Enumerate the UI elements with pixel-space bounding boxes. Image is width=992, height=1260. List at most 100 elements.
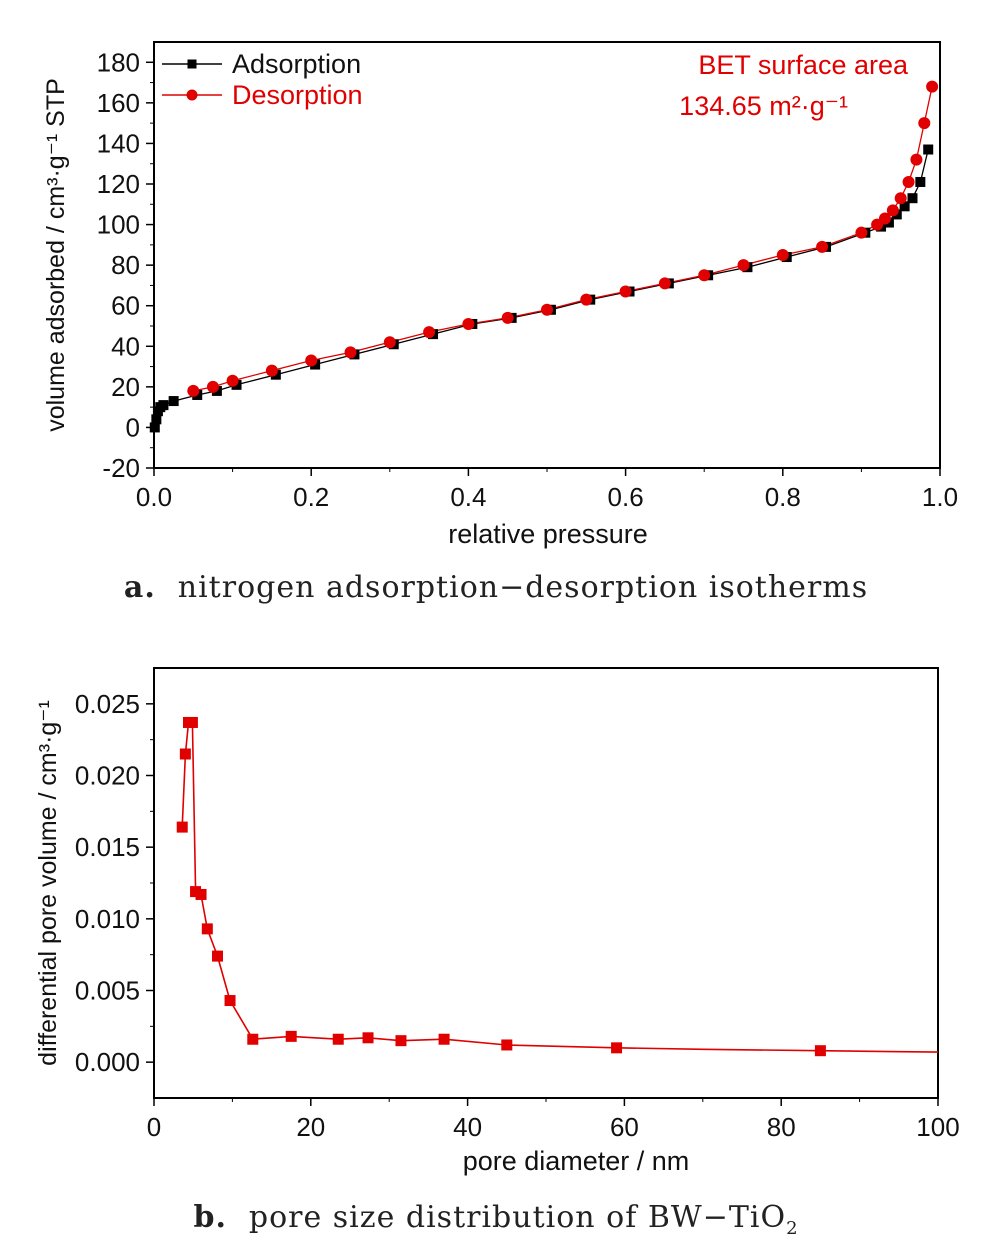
pore-size-x-tick-label: 100 bbox=[916, 1112, 959, 1142]
desorption-point bbox=[619, 285, 632, 298]
adsorption-point bbox=[915, 176, 926, 187]
pore-size-point bbox=[179, 748, 191, 760]
pore-size-x-axis-label: pore diameter / nm bbox=[463, 1146, 690, 1176]
isotherm-x-tick-label: 1.0 bbox=[922, 482, 958, 512]
pore-size-x-tick-label: 60 bbox=[610, 1112, 639, 1142]
desorption-point bbox=[265, 364, 278, 377]
desorption-point bbox=[344, 346, 357, 359]
isotherm-x-tick-label: 0.8 bbox=[765, 482, 801, 512]
pore-size-point bbox=[285, 1030, 297, 1042]
pore-size-point bbox=[332, 1033, 344, 1045]
pore-size-chart: 0 20 40 60 80 100 0.000 0.005 0.010 0.015 0.020 0.0… bbox=[34, 667, 960, 1176]
isotherm-legend: Adsorption Desorption bbox=[162, 49, 363, 110]
isotherm-y-tick-label: 20 bbox=[111, 372, 140, 402]
pore-size-x-tick-label: 0 bbox=[147, 1112, 161, 1142]
pore-size-y-tick-label: 0.020 bbox=[75, 761, 140, 791]
adsorption-point bbox=[907, 193, 918, 204]
pore-size-point bbox=[438, 1033, 450, 1045]
desorption-point bbox=[580, 293, 593, 306]
desorption-point bbox=[878, 212, 891, 225]
pore-size-point bbox=[176, 821, 188, 833]
bet-annotation-value: 134.65 m²·g⁻¹ bbox=[679, 91, 848, 121]
isotherm-y-tick-label: 80 bbox=[111, 250, 140, 280]
caption-b-text: pore size distribution of BW−TiO bbox=[248, 1200, 787, 1235]
desorption-point bbox=[816, 240, 829, 253]
pore-size-y-tick-label: 0.010 bbox=[75, 904, 140, 934]
desorption-point bbox=[383, 336, 396, 349]
pore-size-series-line bbox=[181, 721, 445, 1042]
isotherm-y-tick-label: 60 bbox=[111, 291, 140, 321]
desorption-point bbox=[918, 117, 931, 130]
pore-size-point bbox=[362, 1032, 374, 1044]
pore-size-series-tail bbox=[444, 1038, 939, 1053]
isotherm-x-tick-label: 0.6 bbox=[608, 482, 644, 512]
isotherm-x-tick-label: 0.2 bbox=[293, 482, 329, 512]
legend-adsorption-label: Adsorption bbox=[232, 49, 361, 79]
pore-size-point bbox=[201, 923, 213, 935]
caption-b-subscript: 2 bbox=[786, 1218, 799, 1239]
desorption-point bbox=[206, 380, 219, 393]
desorption-series-line bbox=[193, 86, 933, 392]
desorption-point bbox=[305, 354, 318, 367]
adsorption-point bbox=[899, 201, 910, 212]
isotherm-y-tick-label: 140 bbox=[97, 128, 140, 158]
desorption-point bbox=[737, 259, 750, 272]
desorption-point bbox=[187, 384, 200, 397]
desorption-point bbox=[462, 317, 475, 330]
adsorption-point bbox=[923, 144, 934, 155]
isotherm-y-tick-label: 100 bbox=[97, 210, 140, 240]
pore-size-point bbox=[247, 1033, 259, 1045]
pore-size-point bbox=[195, 888, 207, 900]
isotherm-x-tick-label: 0.0 bbox=[136, 482, 172, 512]
desorption-point bbox=[658, 277, 671, 290]
adsorption-point bbox=[149, 422, 160, 433]
pore-size-y-tick-label: 0.025 bbox=[75, 689, 140, 719]
pore-size-point bbox=[814, 1045, 826, 1057]
caption-a-text: nitrogen adsorption−desorption isotherms bbox=[177, 570, 869, 605]
isotherm-x-tick-label: 0.4 bbox=[450, 482, 486, 512]
desorption-point bbox=[501, 311, 514, 324]
pore-size-point bbox=[501, 1039, 513, 1051]
caption-b-label: b. bbox=[193, 1200, 227, 1235]
pore-size-y-tick-label: 0.015 bbox=[75, 832, 140, 862]
desorption-point bbox=[926, 80, 939, 93]
legend-adsorption-marker bbox=[187, 59, 197, 69]
caption-b: b. pore size distribution of BW−TiO2 bbox=[0, 1200, 992, 1239]
isotherm-chart: 0.0 0.2 0.4 0.6 0.8 1.0 -20 0 20 40 60 80 100 120 140 1… bbox=[42, 41, 958, 549]
isotherm-y-tick-label: -20 bbox=[102, 453, 140, 483]
isotherm-y-tick-label: 180 bbox=[97, 47, 140, 77]
pore-size-x-tick-label: 80 bbox=[767, 1112, 796, 1142]
isotherm-y-axis-label: volume adsorbed / cm³·g⁻¹ STP bbox=[42, 78, 70, 432]
desorption-point bbox=[541, 303, 553, 316]
legend-desorption-label: Desorption bbox=[232, 80, 363, 110]
pore-size-point bbox=[611, 1042, 623, 1054]
adsorption-series-line bbox=[154, 149, 929, 428]
isotherm-y-tick-label: 120 bbox=[97, 169, 140, 199]
desorption-point bbox=[776, 249, 789, 261]
adsorption-point bbox=[158, 400, 169, 411]
pore-size-x-tick-label: 40 bbox=[453, 1112, 482, 1142]
desorption-point bbox=[698, 269, 711, 282]
pore-size-point bbox=[186, 716, 198, 728]
desorption-point bbox=[855, 226, 868, 239]
desorption-point bbox=[423, 326, 436, 339]
adsorption-point bbox=[151, 414, 162, 425]
desorption-point bbox=[226, 374, 239, 387]
isotherm-y-tick-label: 40 bbox=[111, 331, 140, 361]
desorption-point bbox=[894, 192, 907, 205]
pore-size-y-axis-label: differential pore volume / cm³·g⁻¹ bbox=[34, 700, 62, 1066]
pore-size-point bbox=[395, 1035, 407, 1047]
pore-size-point bbox=[224, 995, 236, 1007]
isotherm-x-axis-label: relative pressure bbox=[448, 519, 648, 549]
caption-a-label: a. bbox=[123, 570, 156, 605]
caption-a: a. nitrogen adsorption−desorption isother… bbox=[0, 570, 992, 605]
bet-annotation-title: BET surface area bbox=[698, 50, 909, 80]
legend-desorption-marker bbox=[186, 89, 198, 101]
adsorption-point bbox=[168, 396, 179, 407]
pore-size-y-tick-label: 0.000 bbox=[75, 1047, 140, 1077]
pore-size-plot-frame bbox=[153, 667, 939, 1099]
isotherm-y-tick-label: 0 bbox=[126, 412, 140, 442]
desorption-point bbox=[902, 175, 915, 188]
pore-size-point bbox=[212, 950, 224, 962]
